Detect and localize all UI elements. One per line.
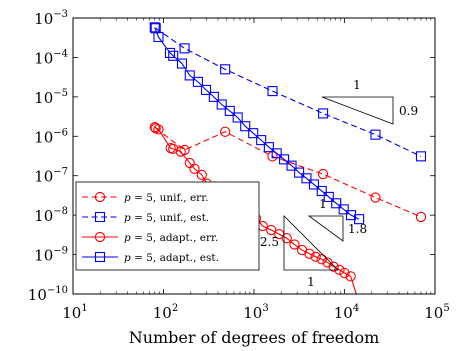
x-tick-label: 101 xyxy=(62,303,87,322)
x-tick-label: 104 xyxy=(334,303,359,322)
data-point xyxy=(415,211,427,223)
data-point xyxy=(232,112,243,123)
data-point xyxy=(196,169,207,181)
data-point xyxy=(216,99,227,110)
y-tick-label: 10−6 xyxy=(34,127,68,146)
slope-triangle-side-label: 1 xyxy=(319,197,327,211)
data-point xyxy=(316,254,327,265)
x-tick-label: 105 xyxy=(424,303,449,322)
data-point xyxy=(266,224,277,236)
legend-label: p = 5, unif., err. xyxy=(124,192,208,204)
data-point xyxy=(308,179,320,190)
data-point xyxy=(153,124,164,135)
slope-triangle xyxy=(283,215,339,271)
y-tick-label: 10−10 xyxy=(28,285,68,304)
data-point xyxy=(323,191,334,202)
data-point xyxy=(370,192,381,203)
data-point xyxy=(294,167,305,178)
axis-ticks xyxy=(72,17,436,295)
slope-triangle-side-label: 1 xyxy=(353,78,361,92)
data-point xyxy=(310,251,321,262)
data-point xyxy=(184,70,195,81)
data-point xyxy=(345,271,356,282)
y-tick-label: 10−8 xyxy=(34,206,68,225)
data-point xyxy=(200,84,212,95)
legend-label: p = 5, unif., est. xyxy=(124,212,209,224)
data-point xyxy=(192,76,203,87)
data-point xyxy=(316,185,327,197)
y-tick-label: 10−9 xyxy=(34,246,68,265)
legend-marker xyxy=(94,211,106,223)
data-point xyxy=(279,154,290,165)
data-point xyxy=(338,204,349,215)
data-point xyxy=(220,64,231,75)
slope-triangle-slope-label: 1.8 xyxy=(348,222,367,236)
data-point xyxy=(318,108,329,119)
slope-triangles: 1 0.9 1 1.8 2.5 1 xyxy=(260,78,418,289)
x-tick-label: 103 xyxy=(243,303,268,322)
data-point xyxy=(164,47,176,58)
legend-marker xyxy=(94,231,106,243)
data-point xyxy=(168,143,179,155)
data-point xyxy=(354,214,365,225)
legend-marker xyxy=(94,251,106,263)
data-point xyxy=(220,126,231,137)
slope-triangle xyxy=(307,215,344,242)
y-tick-label: 10−7 xyxy=(34,167,68,186)
data-point xyxy=(415,151,427,162)
data-point xyxy=(271,148,282,159)
data-point xyxy=(339,267,350,279)
y-tick-label: 10−5 xyxy=(34,88,68,107)
slope-triangle-slope-label: 2.5 xyxy=(260,235,279,249)
y-tick-label: 10−4 xyxy=(34,48,68,67)
data-point xyxy=(240,121,251,132)
tick-labels: 101 102 103 104 105 10−10 10−9 10−8 10−7 10−6 10−5… xyxy=(28,9,450,322)
data-point xyxy=(149,22,160,33)
data-point xyxy=(281,233,292,244)
data-point xyxy=(328,261,339,272)
legend-label: p = 5, adapt., err. xyxy=(124,232,218,244)
data-point xyxy=(208,91,219,102)
data-point xyxy=(304,248,315,259)
data-point xyxy=(301,173,312,184)
data-point xyxy=(179,43,190,54)
data-point xyxy=(175,146,186,157)
slope-triangle xyxy=(321,96,394,125)
data-point xyxy=(267,86,278,97)
slope-triangle-side-label: 1 xyxy=(307,275,315,289)
legend-marker xyxy=(94,191,106,203)
data-point xyxy=(248,128,259,139)
data-point xyxy=(176,58,188,69)
x-tick-label: 102 xyxy=(153,303,178,322)
data-point xyxy=(263,142,274,153)
legend-label: p = 5, adapt., est. xyxy=(124,252,219,264)
data-point xyxy=(168,50,179,61)
data-point xyxy=(370,129,381,140)
y-tick-label: 10−3 xyxy=(34,9,68,28)
data-point xyxy=(331,198,342,209)
data-point xyxy=(153,31,164,43)
data-point xyxy=(224,105,235,116)
legend: p = 5, unif., err. p = 5, unif., est. p = … xyxy=(75,181,260,271)
data-point xyxy=(256,135,267,146)
data-point xyxy=(289,239,300,250)
x-axis-label: Number of degrees of freedom xyxy=(129,328,380,347)
data-point xyxy=(286,160,297,171)
slope-triangle-slope-label: 0.9 xyxy=(399,104,418,118)
data-point xyxy=(317,168,329,180)
data-point xyxy=(189,163,200,174)
